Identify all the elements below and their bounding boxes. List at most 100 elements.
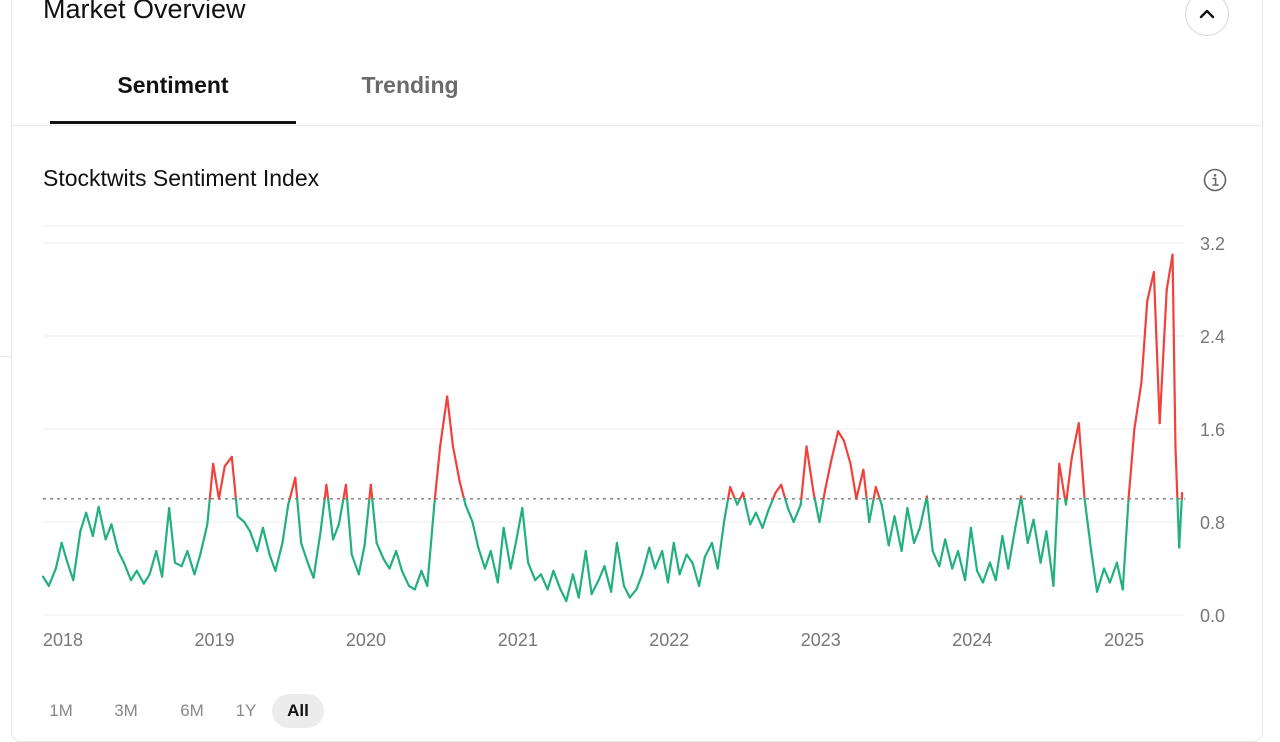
series-segment xyxy=(56,543,62,569)
series-segment xyxy=(831,431,838,461)
series-segment xyxy=(1147,272,1154,301)
series-segment xyxy=(1123,499,1129,590)
series-segment xyxy=(62,543,68,563)
series-segment xyxy=(396,551,402,571)
series-segment xyxy=(511,539,517,568)
series-segment xyxy=(1028,520,1034,543)
range-1m-button[interactable]: 1M xyxy=(40,694,82,728)
series-segment xyxy=(1021,499,1027,543)
series-segment xyxy=(1160,290,1167,424)
range-all-button[interactable]: All xyxy=(272,694,324,728)
series-segment xyxy=(347,499,352,555)
series-segment xyxy=(207,499,209,525)
series-segment xyxy=(238,516,245,522)
x-tick-label: 2020 xyxy=(346,630,386,650)
series-segment xyxy=(326,485,328,499)
series-segment xyxy=(275,543,282,571)
series-segment xyxy=(794,505,801,522)
x-tick-label: 2025 xyxy=(1104,630,1144,650)
series-segment xyxy=(756,513,763,528)
series-segment xyxy=(744,499,750,525)
series-segment xyxy=(491,551,498,582)
series-segment xyxy=(498,528,504,583)
series-segment xyxy=(611,543,617,592)
series-segment xyxy=(1034,520,1041,563)
x-tick-label: 2019 xyxy=(194,630,234,650)
series-segment xyxy=(617,543,624,586)
series-segment xyxy=(825,462,831,490)
series-segment xyxy=(257,528,263,551)
series-segment xyxy=(801,446,806,498)
series-segment xyxy=(1154,272,1160,423)
series-segment xyxy=(763,510,769,527)
series-segment xyxy=(1173,255,1176,447)
series-segment xyxy=(359,545,365,574)
x-tick-label: 2022 xyxy=(649,630,689,650)
series-segment xyxy=(920,499,927,528)
series-segment xyxy=(106,524,112,539)
series-segment xyxy=(933,551,940,566)
series-segment xyxy=(535,574,541,580)
series-segment xyxy=(377,543,384,559)
series-segment xyxy=(636,574,642,589)
series-segment xyxy=(1059,464,1065,499)
range-3m-button[interactable]: 3M xyxy=(102,694,150,728)
series-segment xyxy=(504,528,511,569)
series-segment xyxy=(210,464,213,499)
series-segment xyxy=(1175,446,1177,498)
series-segment xyxy=(599,566,605,580)
series-segment xyxy=(1179,499,1182,548)
series-segment xyxy=(308,563,314,578)
series-segment xyxy=(939,539,945,566)
series-segment xyxy=(1072,423,1079,458)
series-segment xyxy=(1079,423,1085,499)
series-segment xyxy=(460,481,464,498)
series-segment xyxy=(882,505,889,546)
series-segment xyxy=(914,528,920,543)
series-segment xyxy=(516,508,522,539)
series-segment xyxy=(1117,563,1123,590)
series-segment xyxy=(869,499,873,522)
series-segment xyxy=(662,551,668,582)
series-segment xyxy=(465,505,472,522)
range-6m-button[interactable]: 6M xyxy=(168,694,216,728)
series-segment xyxy=(402,571,409,586)
series-segment xyxy=(977,571,983,583)
series-segment xyxy=(573,574,579,597)
series-segment xyxy=(624,586,630,598)
series-segment xyxy=(856,470,863,499)
series-segment xyxy=(895,516,902,551)
series-segment xyxy=(750,513,756,525)
series-segment xyxy=(219,466,225,499)
series-segment xyxy=(566,574,573,601)
series-segment xyxy=(965,528,971,580)
series-segment xyxy=(680,555,687,575)
series-segment xyxy=(718,520,725,569)
series-segment xyxy=(1097,569,1104,592)
series-segment xyxy=(321,499,325,532)
series-segment xyxy=(67,563,73,580)
series-segment xyxy=(384,559,390,568)
series-segment xyxy=(43,577,49,586)
series-segment xyxy=(990,563,996,580)
series-segment xyxy=(945,539,952,568)
series-segment xyxy=(124,563,131,580)
series-segment xyxy=(352,555,359,575)
series-segment xyxy=(150,551,157,574)
series-segment xyxy=(712,543,718,569)
series-segment xyxy=(440,396,447,446)
range-1y-button[interactable]: 1Y xyxy=(226,694,266,728)
series-segment xyxy=(236,499,238,516)
series-segment xyxy=(49,569,56,586)
series-segment xyxy=(1041,531,1047,562)
series-segment xyxy=(297,499,301,543)
series-segment xyxy=(339,499,344,525)
series-segment xyxy=(851,464,857,499)
series-segment xyxy=(1141,301,1147,382)
series-segment xyxy=(1067,458,1072,499)
y-tick-label: 1.6 xyxy=(1200,420,1225,440)
series-segment xyxy=(687,555,693,563)
series-segment xyxy=(768,499,773,511)
series-segment xyxy=(478,548,485,569)
